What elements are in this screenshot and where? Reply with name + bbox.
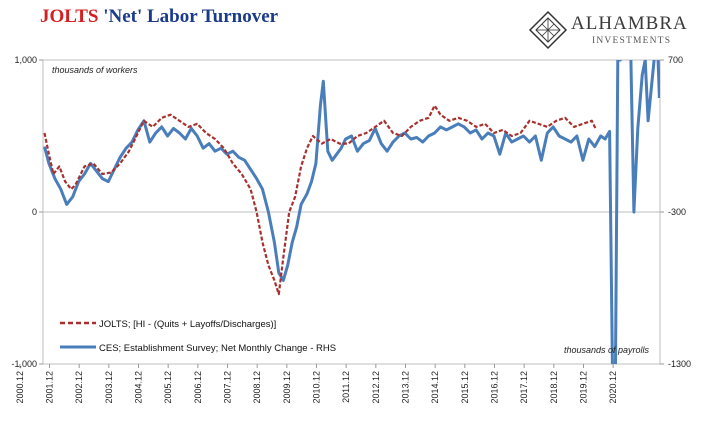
left-tick-label: -1,000 [11,359,37,369]
x-tick-label: 2014.12 [430,371,440,404]
right-axis-note: thousands of payrolls [564,345,650,355]
x-tick-label: 2009.12 [282,371,292,404]
x-tick-label: 2012.12 [371,371,381,404]
x-tick-label: 2016.12 [489,371,499,404]
x-tick-label: 2005.12 [163,371,173,404]
x-tick-label: 2018.12 [549,371,559,404]
x-tick-label: 2006.12 [193,371,203,404]
x-axis: 2000.12 2001.12 2002.12 2003.12 2004.12 2005.… [15,364,618,404]
logo-subtitle: INVESTMENTS [592,36,672,46]
series-jolts-line [43,104,598,296]
left-tick-label: 1,000 [14,55,37,65]
x-tick-label: 2013.12 [400,371,410,404]
x-tick-label: 2019.12 [578,371,588,404]
logo-name: ALHAMBRA [571,13,688,34]
x-tick-label: 2004.12 [134,371,144,404]
series-ces-line [43,60,660,364]
title-jolts: JOLTS [40,6,99,27]
x-tick-label: 2000.12 [15,371,25,404]
right-axis: 700 -300 -1300 [660,55,691,369]
x-tick-label: 2017.12 [519,371,529,404]
left-axis-note: thousands of workers [52,65,138,75]
x-tick-label: 2001.12 [45,371,55,404]
series-layer [43,60,660,364]
x-tick-label: 2020.12 [608,371,618,404]
x-tick-label: 2007.12 [223,371,233,404]
title-rest: 'Net' Labor Turnover [103,6,279,27]
right-tick-label: 700 [668,55,683,65]
x-tick-label: 2008.12 [252,371,262,404]
x-tick-label: 2003.12 [104,371,114,404]
left-tick-label: 0 [32,207,37,217]
alhambra-logo: ALHAMBRA INVESTMENTS [528,8,698,54]
x-tick-label: 2015.12 [460,371,470,404]
right-tick-label: -300 [668,207,686,217]
logo-diamond-icon [528,10,568,50]
x-tick-label: 2002.12 [74,371,84,404]
legend: JOLTS; [HI - (Quits + Layoffs/Discharges… [60,319,336,354]
x-tick-label: 2011.12 [341,371,351,403]
legend-jolts-label: JOLTS; [HI - (Quits + Layoffs/Discharges… [99,319,276,330]
right-tick-label: -1300 [668,359,691,369]
x-tick-label: 2010.12 [311,371,321,404]
chart-title: JOLTS 'Net' Labor Turnover [40,6,278,28]
legend-ces-label: CES; Establishment Survey; Net Monthly C… [99,343,336,354]
left-axis: 1,000 0 -1,000 [11,55,43,369]
